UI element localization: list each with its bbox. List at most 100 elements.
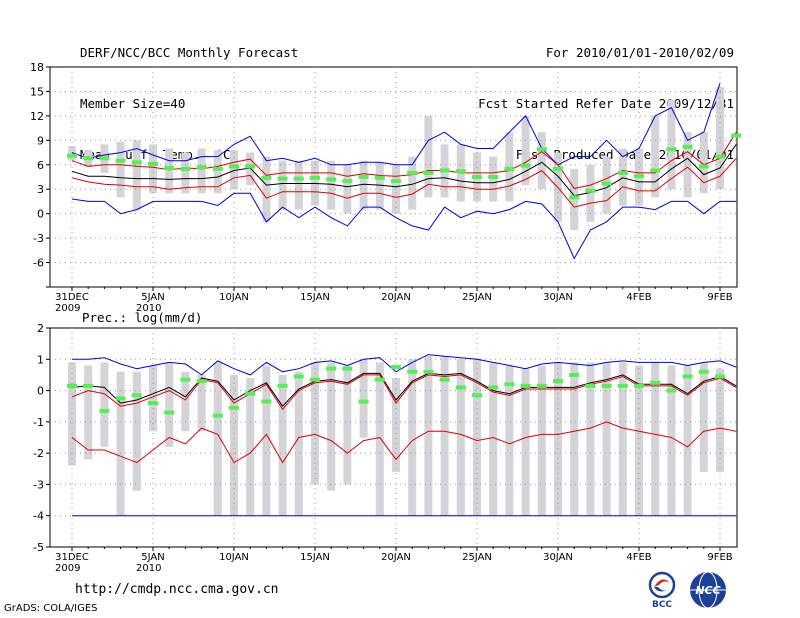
temp-xtick-label: 5JAN [141, 292, 164, 303]
prec-observed-mark [196, 379, 207, 384]
prec-observed-mark [536, 383, 547, 388]
temp-spread-bar [246, 152, 255, 186]
temp-xtick-year: 2010 [136, 303, 161, 314]
temp-observed-mark [374, 175, 385, 180]
prec-spread-bar [537, 365, 546, 516]
temp-spread-bar [181, 152, 190, 194]
temp-spread-bar [165, 148, 174, 194]
temp-observed-mark [358, 175, 369, 179]
prec-spread-bar [343, 365, 352, 485]
prec-spread-bar [667, 365, 676, 516]
prec-spread-bar [699, 362, 708, 472]
temp-ytick-label: 0 [37, 208, 44, 221]
prec-spread-bar [294, 371, 303, 516]
prec-observed-mark [504, 382, 515, 387]
temp-observed-mark [682, 144, 693, 149]
prec-observed-mark [472, 393, 482, 398]
prec-spread-bar [100, 362, 109, 447]
temp-observed-mark [520, 163, 531, 168]
temp-observed-mark [326, 177, 337, 182]
temp-spread-bar [505, 132, 514, 202]
prec-frame [49, 327, 738, 548]
bcc-logo-wave [654, 587, 668, 592]
prec-spread-bar [116, 371, 125, 516]
temp-observed-mark [229, 164, 239, 169]
prec-spread-bar [602, 362, 611, 516]
temp-spread-bar [521, 115, 530, 186]
temp-spread-bar [68, 146, 76, 161]
prec-observed-mark [277, 383, 288, 388]
prec-spread-bar [327, 362, 336, 491]
temp-series-lower-percentile [71, 157, 737, 208]
temp-spread-bar [213, 150, 222, 194]
temp-observed-mark [99, 156, 110, 161]
chart-main-title: DERF/NCC/BCC Monthly Forecast [80, 45, 299, 60]
temp-ytick-label: 15 [30, 85, 44, 98]
temp-observed-mark [504, 166, 515, 171]
temp-observed-mark [245, 164, 256, 169]
source-url[interactable]: http://cmdp.ncc.cma.gov.cn [75, 582, 279, 597]
temp-spread-bar [586, 164, 595, 222]
temp-xtick-label: 10JAN [219, 292, 249, 303]
prec-observed-mark [569, 372, 580, 377]
temp-observed-mark [212, 166, 223, 171]
prec-observed-mark [293, 374, 304, 379]
bcc-logo-text: BCC [652, 600, 672, 610]
prec-spread-bar [456, 359, 465, 516]
temp-observed-mark [650, 168, 661, 173]
prec-xtick-year: 2009 [55, 563, 80, 574]
temp-spread-bar [343, 164, 352, 214]
temp-observed-mark [391, 179, 401, 184]
temp-series-ensemble-min [71, 192, 737, 260]
prec-spread-bar [570, 362, 579, 516]
prec-spread-bar [359, 359, 368, 438]
prec-spread-bar [132, 371, 141, 491]
bcc-logo-ring [648, 571, 676, 599]
temp-observed-mark [342, 179, 353, 184]
prec-xtick-label: 9FEB [707, 552, 732, 563]
temp-spread-bar [408, 156, 417, 210]
prec-xtick-label: 20JAN [381, 552, 411, 563]
prec-observed-mark [407, 369, 418, 374]
temp-xtick-year: 2009 [55, 303, 80, 314]
temp-series-ensemble-max [71, 83, 721, 166]
prec-spread-bar [375, 362, 384, 516]
prec-spread-bar [278, 374, 287, 516]
prec-ytick-label: -3 [33, 478, 44, 491]
prec-spread-bar [651, 362, 660, 516]
temp-observed-mark [488, 175, 499, 179]
temp-spread-bar [116, 141, 125, 198]
temp-spread-bar [537, 132, 546, 190]
temp-observed-mark [569, 195, 580, 200]
temp-series-ensemble-mean [71, 144, 737, 197]
prec-xtick-year: 2010 [136, 563, 161, 574]
temp-observed-mark [698, 164, 709, 169]
temp-spread-bar [230, 150, 238, 190]
prec-ytick-label: -2 [33, 447, 44, 460]
temp-ytick-label: -6 [33, 257, 44, 270]
temp-observed-mark [423, 170, 434, 175]
temp-spread-bar [327, 160, 336, 210]
prec-spread-bar [440, 356, 449, 516]
temp-observed-mark [553, 166, 563, 171]
temp-spread-bar [262, 156, 271, 222]
prec-observed-mark [601, 383, 612, 388]
temp-observed-mark [731, 133, 742, 138]
temp-observed-mark [455, 169, 466, 174]
prec-spread-bar [181, 371, 190, 432]
temp-observed-mark [67, 153, 77, 158]
temp-observed-mark [196, 165, 207, 170]
temp-spread-bar [132, 140, 141, 210]
prec-observed-mark [698, 369, 709, 374]
prec-observed-mark [212, 413, 223, 418]
prec-ytick-label: 2 [37, 322, 44, 335]
temp-ytick-label: 12 [30, 110, 44, 123]
forecast-start-date: Fcst Started Refer Date 2009/12/31 [478, 96, 734, 111]
prec-spread-bar [618, 362, 627, 516]
prec-spread-bar [505, 365, 514, 516]
temp-spread-bar [489, 156, 498, 202]
temp-xtick-label: 9FEB [707, 292, 732, 303]
temp-xtick-label: 20JAN [381, 292, 411, 303]
temp-observed-mark [536, 147, 547, 152]
